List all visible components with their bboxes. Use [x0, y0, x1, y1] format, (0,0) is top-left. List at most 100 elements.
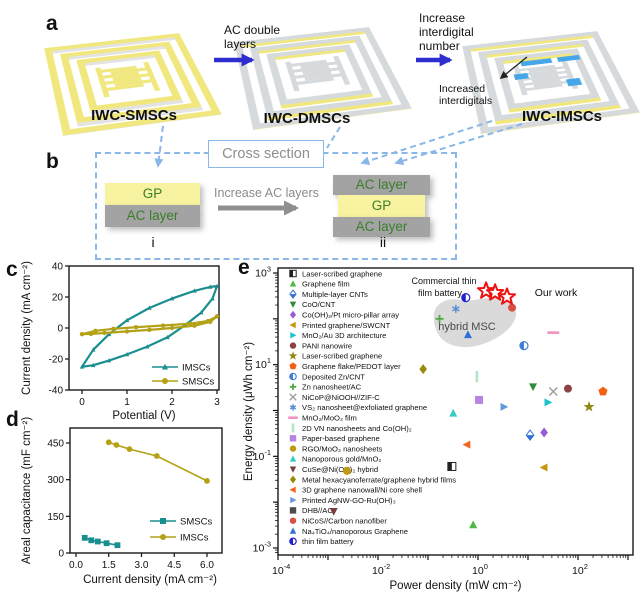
ragone-legend-row: Zn nanosheet/AC [289, 383, 362, 392]
log-tick-label: 10-1 [253, 448, 271, 463]
ragone-point [544, 398, 553, 407]
ragone-legend-row: 3D graphene nanowall/Ni core shell [289, 486, 422, 495]
cv-point-smscs [111, 326, 116, 331]
y-tick-label: 300 [47, 475, 64, 486]
ragone-legend-row: PANI nanowire [289, 341, 352, 350]
ragone-point [525, 429, 535, 441]
cv-point-imscs [165, 334, 170, 340]
legend-label: VS₂ nanosheet@exfoliated graphene [302, 403, 427, 412]
stack-tag-ii: ii [379, 234, 387, 250]
cv-point-imscs [145, 344, 150, 349]
ragone-point [508, 303, 517, 312]
plot-border [69, 427, 223, 554]
x-tick-label: 2 [169, 397, 175, 408]
ragone-legend-row: Graphene flake/PEDOT layer [289, 362, 401, 371]
ragone-point [419, 364, 427, 375]
panel-letter-e: e [238, 256, 250, 279]
plot-border [68, 265, 220, 391]
legend-marker [289, 269, 297, 278]
log-tick-label: 10-4 [272, 562, 290, 577]
legend-marker [289, 445, 297, 452]
legend-marker [289, 517, 297, 524]
legend-label: Printed AgNW-GO-Ru(OH)₃ [302, 496, 396, 505]
ragone-point [469, 520, 478, 529]
x-axis-label: Potential (V) [112, 410, 175, 422]
legend-marker [289, 301, 297, 308]
ragone-point [447, 461, 457, 471]
right-stack-ac-bottom: AC layer [333, 217, 430, 237]
legend-marker [289, 362, 297, 370]
x-tick-label: 1.5 [102, 560, 116, 571]
legend-label-imscs: IMSCs [182, 363, 211, 374]
capacitance-point-smscs [88, 537, 95, 544]
ragone-legend-row: thin film battery [289, 537, 354, 546]
cv-point-smscs [88, 331, 94, 337]
legend-label: Laser-scribed graphene [302, 352, 382, 361]
increase-ac-layers-label: Increase AC layers [214, 186, 319, 200]
ragone-legend-row: NiCoS//Carbon nanofiber [289, 517, 387, 526]
smsc-device-art [44, 33, 223, 136]
legend-marker [289, 435, 297, 442]
y-tick-label: 150 [47, 512, 64, 523]
ragone-point [598, 386, 608, 396]
legend-marker [289, 486, 296, 493]
cv-point-smscs [187, 321, 193, 326]
legend-marker [289, 507, 297, 514]
legend-marker [289, 342, 297, 349]
ragone-legend-row: MnO₂/MoO₂ film [288, 414, 357, 423]
ragone-legend-row: Laser-scribed graphene [289, 269, 382, 278]
x-axis-label: Power density (mW cm⁻²) [390, 580, 522, 592]
legend-label: Multiple-layer CNTs [302, 290, 368, 299]
ragone-legend-row: DHB//AC [289, 506, 333, 515]
legend-label: 3D graphene nanowall/Ni core shell [302, 486, 422, 495]
ragone-point [462, 440, 471, 449]
log-tick-label: 103 [255, 265, 271, 280]
increased-interdigitals-annotation: Increased interdigitals [439, 83, 493, 107]
panel-c-cv-chart: 0 1 2 3 -40 -20 0 20 40 Potential (V) Current dens… [21, 261, 220, 422]
cv-curve-imscs [80, 285, 219, 368]
stack-tag-i: i [151, 234, 155, 250]
legend-label: MnO₂/Au 3D architecture [302, 331, 386, 340]
legend-label: PANI nanowire [302, 341, 352, 350]
legend-label: NiCoS//Carbon nanofiber [302, 517, 387, 526]
panel-letter-a: a [46, 12, 58, 35]
y-axis-label: Energy density (μWh cm⁻²) [243, 342, 255, 481]
legend-marker [289, 321, 296, 329]
capacitance-point-imscs [105, 439, 112, 446]
cv-point-smscs [147, 327, 152, 333]
legend-marker [289, 527, 297, 534]
cv-point-imscs [79, 364, 85, 369]
cv-point-imscs [106, 358, 112, 363]
log-tick-label: 102 [572, 562, 588, 577]
y-tick-label: 0 [57, 324, 63, 335]
capacitance-point-imscs [153, 453, 160, 459]
legend-label-imscs: IMSCs [180, 533, 209, 544]
ragone-legend-row: CoO/CNT [289, 300, 336, 309]
our-work-star [497, 287, 517, 305]
hybrid-msc-region [433, 297, 517, 348]
ragone-point [435, 314, 444, 323]
legend-marker [289, 372, 297, 381]
ragone-point [343, 466, 352, 475]
device-label-dmscs: IWC-DMSCs [263, 110, 351, 127]
legend-marker [289, 393, 297, 401]
ragone-legend-row: 2D VN nanosheets and Co(OH)₂ [291, 423, 412, 433]
cross-section-title: Cross section [208, 140, 324, 168]
x-tick-label: 3 [214, 397, 220, 408]
x-tick-label: 6.0 [200, 560, 214, 571]
y-axis-label: Areal capacitance (mF cm⁻²) [21, 417, 33, 564]
ragone-legend-row: Paper-based graphene [289, 434, 380, 443]
legend-marker-imscs [160, 534, 166, 540]
cv-point-smscs [93, 328, 98, 333]
panel-e-ragone-chart: 10-4 10-2 100 102 10-3 10-1 101 103 Power densit… [243, 265, 634, 592]
cv-point-imscs [169, 296, 175, 301]
panel-letter-d: d [6, 408, 19, 431]
ragone-legend-row: Printed AgNW-GO-Ru(OH)₃ [290, 496, 396, 505]
legend-label: Na₄TiO₄/nanoporous Graphene [302, 527, 408, 536]
our-work-star [486, 283, 505, 301]
cv-point-smscs [79, 332, 85, 337]
commercial-battery-note-line1: Commercial thin [411, 276, 476, 286]
capacitance-point-imscs [204, 478, 210, 484]
ragone-legend-row: Metal hexacyanoferrate/graphene hybrid f… [289, 475, 456, 484]
